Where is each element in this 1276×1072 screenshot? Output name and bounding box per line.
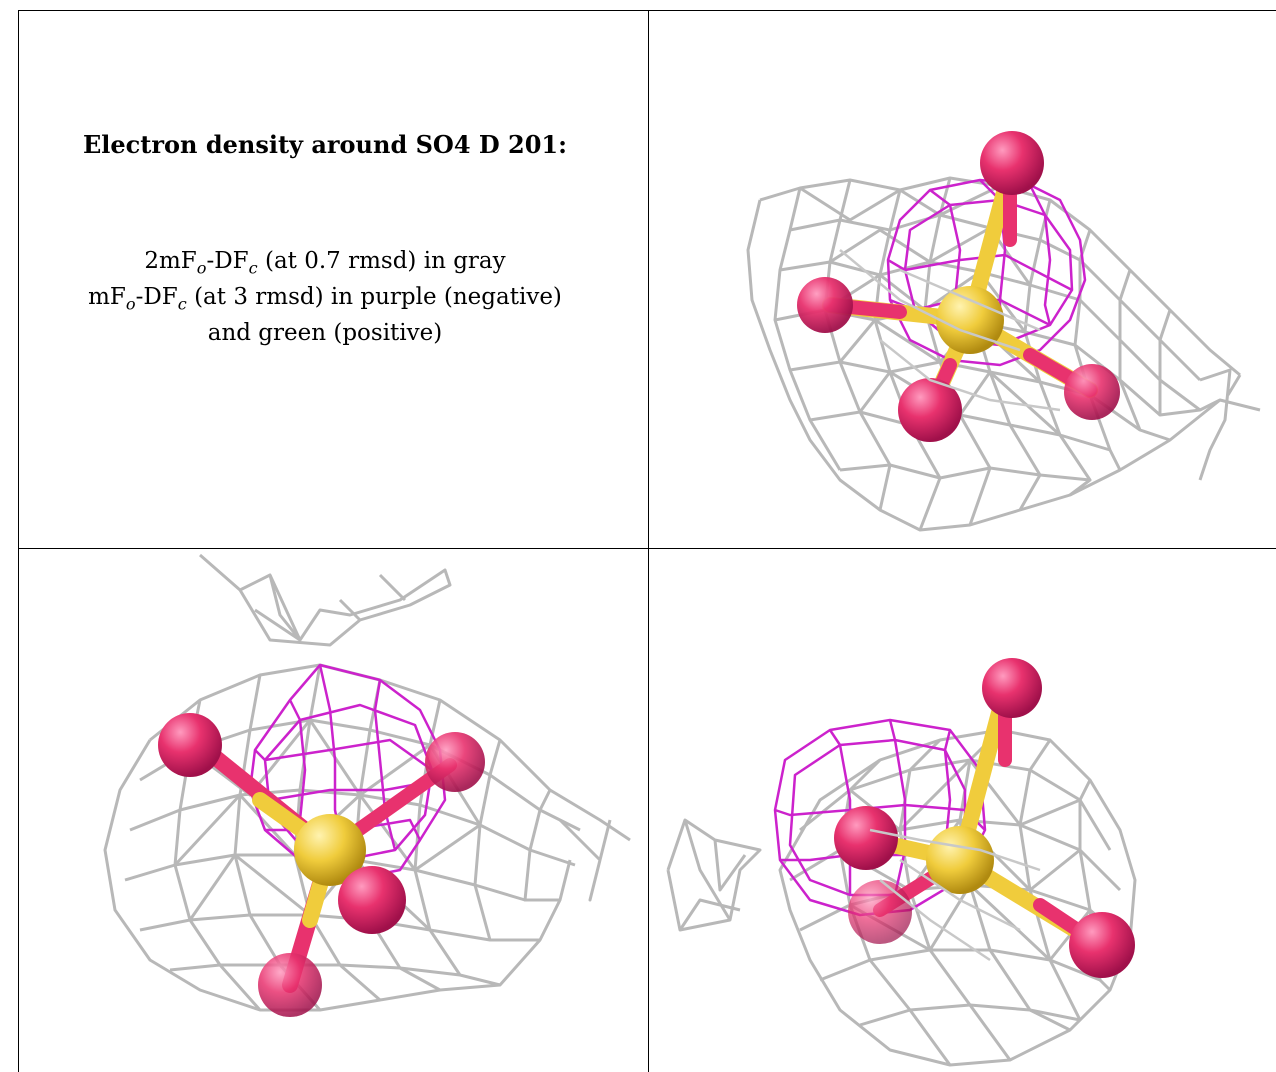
border-middle-horizontal bbox=[18, 548, 1276, 549]
gray-fragment-br bbox=[666, 818, 762, 932]
purple-mesh-bl bbox=[248, 663, 447, 882]
legend-text: 2mF bbox=[144, 248, 197, 274]
gray-mesh-bl bbox=[103, 663, 631, 1012]
map-fo-legend: mFo-DFc (at 3 rmsd) in purple (negative) bbox=[20, 284, 630, 314]
map-fo-legend-cont: and green (positive) bbox=[207, 320, 443, 346]
legend-sub: c bbox=[248, 258, 258, 278]
legend-sub: o bbox=[196, 258, 207, 278]
legend-text: -DF bbox=[135, 284, 178, 310]
border-middle-vertical bbox=[648, 10, 649, 1072]
gray-mesh-br bbox=[778, 728, 1137, 1067]
figure-title: Electron density around SO4 D 201: bbox=[82, 130, 567, 159]
legend-sub: c bbox=[177, 294, 187, 314]
legend-text: (at 0.7 rmsd) in gray bbox=[257, 248, 506, 274]
sulfate-tr bbox=[797, 131, 1120, 442]
legend-text: mF bbox=[88, 284, 126, 310]
border-top bbox=[18, 10, 1276, 11]
border-left bbox=[18, 10, 19, 1072]
purple-mesh-br bbox=[773, 718, 987, 917]
gray-mesh-br-front bbox=[869, 828, 1041, 962]
legend-text: -DF bbox=[206, 248, 249, 274]
map-2fo-legend: 2mFo-DFc (at 0.7 rmsd) in gray bbox=[20, 248, 630, 278]
sulfate-bl bbox=[158, 713, 485, 1017]
gray-fragment-bl bbox=[199, 553, 452, 647]
caption-cell: Electron density around SO4 D 201: 2mFo-… bbox=[20, 0, 630, 548]
legend-text: (at 3 rmsd) in purple (negative) bbox=[186, 284, 562, 310]
sulfate-br bbox=[834, 658, 1135, 978]
gray-mesh-tr-front bbox=[839, 249, 1061, 412]
legend-sub: o bbox=[125, 294, 136, 314]
gray-mesh-tr bbox=[746, 176, 1261, 532]
purple-mesh-tr bbox=[886, 178, 1087, 367]
